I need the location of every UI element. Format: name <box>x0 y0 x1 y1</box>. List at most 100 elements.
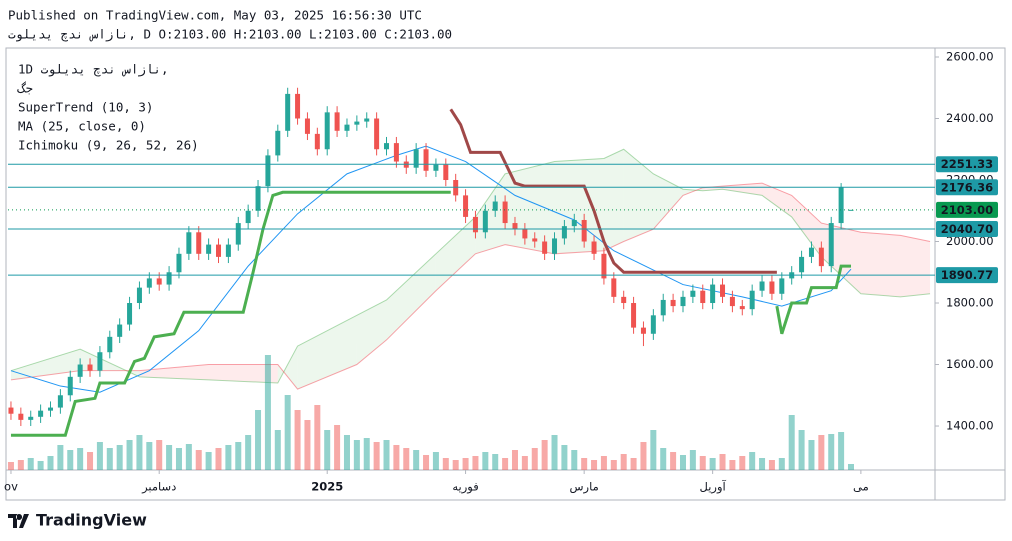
candle-body <box>571 219 577 227</box>
candle-body <box>176 253 182 273</box>
axes: 1400.001600.001800.002000.002200.002400.… <box>4 49 998 495</box>
ichimoku-cloud <box>297 315 357 390</box>
price-label-bg <box>936 201 998 218</box>
frame <box>5 47 1006 501</box>
volume-bar <box>462 458 469 470</box>
candle-body <box>364 118 370 122</box>
volume-bar <box>47 456 54 470</box>
candle-body <box>206 244 212 254</box>
volume-bar <box>146 442 153 470</box>
x-tick-label: مارس <box>570 480 599 495</box>
volume-bar <box>620 454 627 470</box>
published: Published on TradingView.com, May 03, 20… <box>8 8 422 23</box>
legend-exchange: جگ <box>17 81 33 96</box>
ichimoku-cloud <box>80 349 140 377</box>
volume-bar <box>581 458 588 470</box>
candle-body <box>443 164 449 181</box>
y-tick-label: 1800.00 <box>946 296 994 310</box>
candle-body <box>433 164 439 171</box>
volume-bar <box>640 442 647 470</box>
candle-body <box>117 324 123 337</box>
price-label: 2103.00 <box>941 203 993 217</box>
volume-bar <box>521 456 528 470</box>
candle-body <box>848 209 854 211</box>
candle-body <box>344 124 350 131</box>
candle-body <box>225 244 231 257</box>
candle-body <box>413 149 419 168</box>
volume-bar <box>67 450 74 470</box>
plot <box>7 87 935 470</box>
candle-body <box>463 195 469 217</box>
volume-bar <box>541 440 548 470</box>
candle-body <box>828 223 834 267</box>
ichimoku-cloud <box>356 299 387 365</box>
brand-logo <box>8 514 29 528</box>
y-tick-label: 2000.00 <box>946 234 994 248</box>
volume-bar <box>195 450 202 470</box>
ichimoku-cloud <box>791 195 822 257</box>
volume-bar <box>373 442 380 470</box>
volume-bar <box>17 460 24 470</box>
volume-bar <box>551 435 558 470</box>
x-tick-label: 2025 <box>311 480 343 494</box>
supertrend-line <box>10 190 451 437</box>
ichimoku-cloud <box>139 364 209 380</box>
volume-bar <box>749 452 756 470</box>
candle-body <box>561 226 567 239</box>
candle-body <box>542 241 548 254</box>
volume-bar <box>452 460 459 470</box>
candle-body <box>136 287 142 304</box>
ichimoku-cloud <box>682 187 703 196</box>
x-tick-label: دسامبر <box>141 480 176 495</box>
candle-body <box>166 272 172 285</box>
volume-bar <box>255 410 262 470</box>
x-tick-label: مى <box>853 480 869 494</box>
volume-bar <box>571 450 578 470</box>
candle-body <box>739 306 745 310</box>
volume-bar <box>294 410 301 470</box>
candle-body <box>591 241 597 254</box>
candle-body <box>799 256 805 273</box>
legend: 1D نازاس ندچ یدیلوت, جگ SuperTrend (10, … <box>17 62 199 153</box>
candle-body <box>156 278 162 285</box>
ichimoku-cloud <box>860 232 901 297</box>
candle-body <box>650 315 656 334</box>
volume-bar <box>561 445 568 470</box>
x-tick-label: فوريه <box>452 480 478 495</box>
volume-bar <box>77 448 84 470</box>
volume-bar <box>482 452 489 470</box>
candle-body <box>522 229 528 239</box>
volume-bar <box>610 460 617 470</box>
volume-bar <box>264 355 271 470</box>
volume-bar <box>353 440 360 470</box>
symbol-line: نازاس ندچ یدیلوت, D O:2103.00 H:2103.00 … <box>8 27 452 43</box>
candle-body <box>759 281 765 291</box>
ichimoku-cloud <box>653 173 683 230</box>
volume-bar <box>492 454 499 470</box>
ichimoku-cloud <box>603 149 624 251</box>
y-tick-label: 2600.00 <box>946 49 994 63</box>
volume-bar <box>689 450 696 470</box>
volume-bar <box>699 456 706 470</box>
candle-body <box>720 284 726 297</box>
y-tick-label: 2400.00 <box>946 111 994 125</box>
brand-name: TradingView <box>36 511 147 530</box>
candle-body <box>384 143 390 150</box>
volume-bar <box>334 425 341 470</box>
volume-bar <box>27 458 34 470</box>
candle-body <box>216 244 222 257</box>
candle-body <box>245 210 251 224</box>
candle-body <box>374 118 380 150</box>
volume-bar <box>432 452 439 470</box>
candle-body <box>492 201 498 211</box>
ichimoku-cloud <box>386 253 436 340</box>
volume-bar <box>630 458 637 470</box>
volume-bar <box>245 435 252 470</box>
ichimoku-cloud <box>722 183 763 196</box>
candle-body <box>8 407 14 414</box>
volume-bar <box>116 445 123 470</box>
candle-body <box>769 281 775 294</box>
candle-body <box>779 278 785 294</box>
candle-body <box>838 187 844 224</box>
